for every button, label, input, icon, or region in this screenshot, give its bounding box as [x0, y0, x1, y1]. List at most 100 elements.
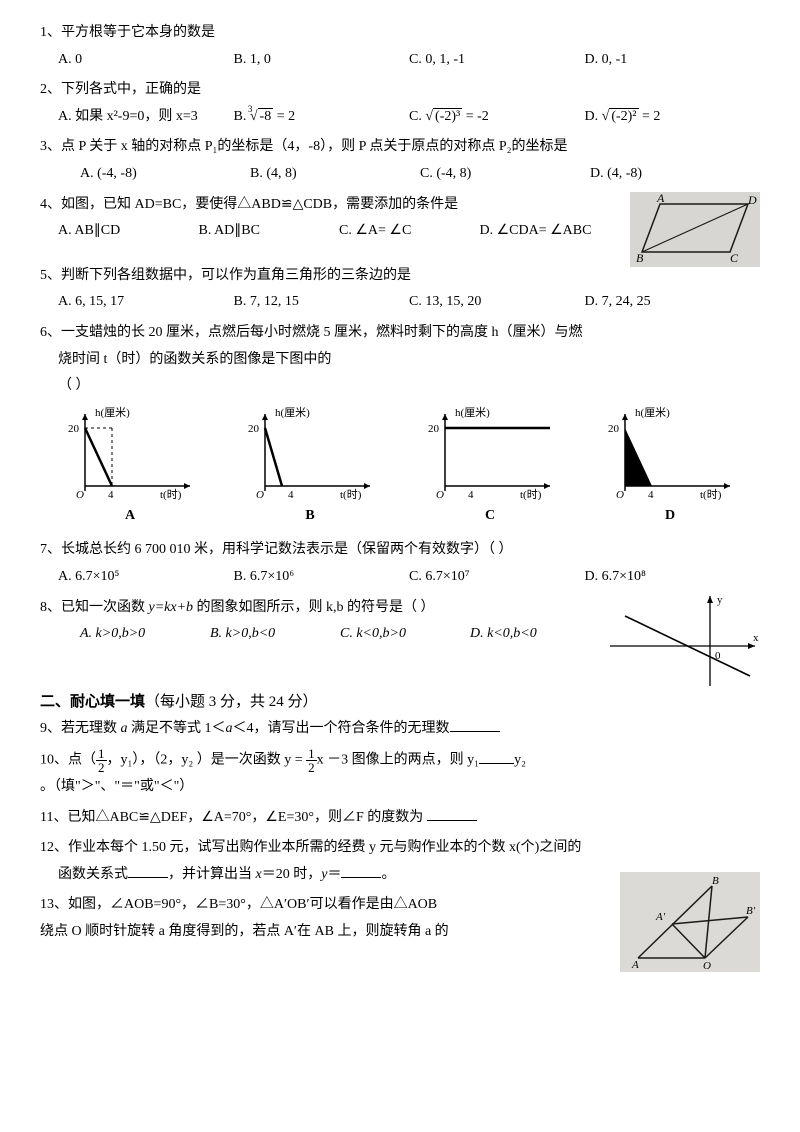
xlabel: t(时): [340, 488, 362, 501]
q9-mid: 满足不等式 1＜: [128, 721, 226, 736]
rotation-triangle-icon: A B A′ B′ O: [620, 872, 760, 972]
q5-opt-d: D. 7, 24, 25: [585, 289, 761, 316]
svg-text:D: D: [747, 193, 757, 207]
svg-text:O: O: [436, 489, 444, 501]
q4-opt-d: D. ∠CDA= ∠ABC: [480, 218, 621, 245]
ytick: 20: [428, 423, 440, 435]
q1-opt-a: A. 0: [58, 47, 234, 74]
Bp: B′: [746, 905, 756, 917]
q2-opt-b: B. 3√-8 = 2: [234, 104, 410, 131]
q2-opt-d: D. √(-2)² = 2: [585, 104, 761, 131]
q8-opt-d: D. k<0,b<0: [470, 621, 600, 648]
xlabel: t(时): [160, 488, 182, 501]
chart-d: h(厘米) 20 O 4 t(时): [600, 406, 740, 501]
Ap: A′: [655, 911, 666, 923]
q2-b-post: = 2: [273, 109, 295, 124]
q2-text: 2、下列各式中，正确的是: [40, 77, 760, 104]
parallelogram-icon: A D B C: [630, 192, 760, 267]
q3: 3、点 P 关于 x 轴的对称点 P₁的坐标是（4，-8），则 P 点关于原点的…: [40, 134, 760, 187]
section2-head: 二、耐心填一填: [40, 694, 145, 710]
q4-opt-b: B. AD∥BC: [199, 218, 340, 245]
q12-l2-mid: ，并计算出当: [168, 867, 256, 882]
blank: [427, 807, 477, 821]
q5-text: 5、判断下列各组数据中，可以作为直角三角形的三条边的是: [40, 263, 760, 290]
q12-l2-pre: 函数关系式: [58, 867, 128, 882]
q10-mid1: ，y₁），（2，y₂ ）是一次函数 y =: [107, 753, 307, 768]
chart-c: h(厘米) 20 O 4 t(时): [420, 406, 560, 501]
q10: 10、点（12，y₁），（2，y₂ ）是一次函数 y = 12x －3 图像上的…: [40, 747, 760, 801]
origin: 0: [715, 650, 721, 662]
q3-opt-c: C. (-4, 8): [420, 161, 590, 188]
xlabel: t(时): [520, 488, 542, 501]
section2-tail: （每小题 3 分，共 24 分）: [145, 694, 318, 710]
q3-opt-d: D. (4, -8): [590, 161, 760, 188]
xtick: 4: [288, 489, 294, 501]
blank: [479, 750, 514, 764]
xlabel: t(时): [700, 488, 722, 501]
q2-d-rad: (-2)²: [609, 108, 638, 124]
q2-b-rad: -8: [258, 108, 274, 124]
q2-c-pre: C.: [409, 109, 425, 124]
q4-opt-a: A. AB∥CD: [58, 218, 199, 245]
q7-text: 7、长城总长约 6 700 010 米，用科学记数法表示是（保留两个有效数字）（…: [40, 537, 760, 564]
q8: 8、已知一次函数 y=kx+b 的图象如图所示，则 k,b 的符号是（ ） A.…: [40, 595, 760, 648]
q13: 13、如图，∠AOB=90°，∠B=30°，△A′OB′可以看作是由△AOB 绕…: [40, 892, 760, 945]
line-graph-icon: x y 0: [605, 591, 760, 691]
q3-opt-a: A. (-4, -8): [80, 161, 250, 188]
fraction-icon: 12: [96, 747, 107, 774]
q9-post: ＜4，请写出一个符合条件的无理数: [233, 721, 450, 736]
q2-d-pre: D.: [585, 109, 602, 124]
chart-labels: A B C D: [40, 503, 760, 530]
q12-l1: 12、作业本每个 1.50 元，试写出购作业本所需的经费 y 元与购作业本的个数…: [40, 835, 760, 862]
ylabel: h(厘米): [635, 406, 670, 419]
ytick: 20: [68, 423, 80, 435]
q8-pre: 8、已知一次函数: [40, 600, 149, 615]
label-d: D: [580, 503, 760, 530]
q1-text: 1、平方根等于它本身的数是: [40, 20, 760, 47]
q2-d-post: = 2: [639, 109, 661, 124]
xtick: 4: [108, 489, 114, 501]
q7-opt-d: D. 6.7×10⁸: [585, 564, 761, 591]
q11: 11、已知△ABC≌△DEF，∠A=70°，∠E=30°，则∠F 的度数为: [40, 805, 760, 832]
q5-opt-c: C. 13, 15, 20: [409, 289, 585, 316]
q8-post: 的图象如图所示，则 k,b 的符号是（ ）: [193, 600, 435, 615]
q7-opt-a: A. 6.7×10⁵: [58, 564, 234, 591]
xtick: 4: [648, 489, 654, 501]
q1-opt-b: B. 1, 0: [234, 47, 410, 74]
q5: 5、判断下列各组数据中，可以作为直角三角形的三条边的是 A. 6, 15, 17…: [40, 263, 760, 316]
label-c: C: [400, 503, 580, 530]
q8-opt-b: B. k>0,b<0: [210, 621, 340, 648]
q9-a2: a: [226, 721, 233, 736]
q2-c-post: = -2: [462, 109, 489, 124]
q12-l2-mid2: ＝20 时，: [262, 867, 322, 882]
B: B: [712, 875, 719, 887]
q8-figure: x y 0: [605, 591, 760, 691]
svg-text:B: B: [636, 251, 644, 265]
chart-b: h(厘米) 20 O 4 t(时): [240, 406, 380, 501]
q12-l2-post: ＝: [327, 867, 341, 882]
A: A: [631, 959, 639, 971]
q9: 9、若无理数 a 满足不等式 1＜a＜4，请写出一个符合条件的无理数: [40, 716, 760, 743]
fraction-icon: 12: [306, 747, 317, 774]
blank: [128, 864, 168, 878]
q13-figure: A B A′ B′ O: [620, 872, 760, 972]
q5-opt-b: B. 7, 12, 15: [234, 289, 410, 316]
q8-opt-c: C. k<0,b>0: [340, 621, 470, 648]
q10-line2: 。（填"＞"、"＝"或"＜"）: [40, 774, 760, 801]
ytick: 20: [248, 423, 260, 435]
q6-l3: （ ）: [40, 373, 760, 400]
q6-charts: h(厘米) 20 O 4 t(时) h(厘米) 20 O 4 t(时) h(厘米: [40, 406, 760, 501]
section2-header: 二、耐心填一填（每小题 3 分，共 24 分）: [40, 688, 760, 717]
q7: 7、长城总长约 6 700 010 米，用科学记数法表示是（保留两个有效数字）（…: [40, 537, 760, 590]
q4: 4、如图，已知 AD=BC，要使得△ABD≌△CDB，需要添加的条件是 A. A…: [40, 192, 760, 245]
q8-em: y=kx+b: [149, 600, 194, 615]
svg-text:O: O: [616, 489, 624, 501]
svg-text:A: A: [656, 192, 665, 205]
q2: 2、下列各式中，正确的是 A. 如果 x²-9=0，则 x=3 B. 3√-8 …: [40, 77, 760, 130]
q9-pre: 9、若无理数: [40, 721, 121, 736]
q7-opt-b: B. 6.7×10⁶: [234, 564, 410, 591]
q6-l2: 烧时间 t（时）的函数关系的图像是下图中的: [40, 347, 760, 374]
q6-l1: 6、一支蜡烛的长 20 厘米，点燃后每小时燃烧 5 厘米，燃料时剩下的高度 h（…: [40, 320, 760, 347]
svg-text:C: C: [730, 251, 739, 265]
label-b: B: [220, 503, 400, 530]
